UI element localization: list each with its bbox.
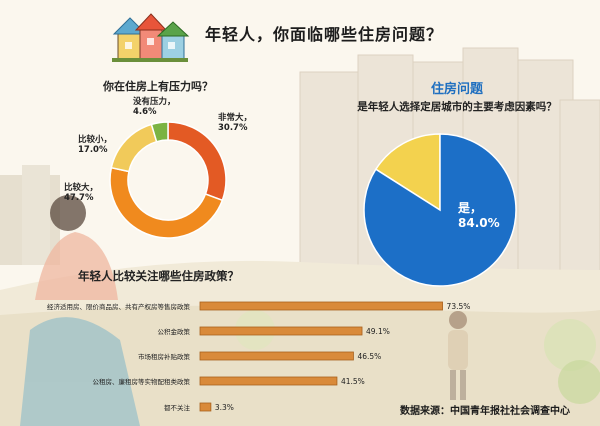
tree-decoration [235, 310, 600, 404]
bar-category-label-2: 公积金政策 [158, 327, 191, 336]
donut-label-2: 比较大， 47.7% [64, 182, 98, 203]
donut-slice-4 [150, 121, 169, 143]
bar-value-label-3: 46.5% [357, 352, 381, 361]
bar-4 [199, 376, 338, 386]
data-source-note: 数据来源：中国青年报社社会调查中心 [400, 406, 570, 417]
donut-label-4: 没有压力， 4.6% [133, 96, 176, 117]
donut-label-1: 非常大， 30.7% [218, 112, 252, 133]
pie-label-yes: 是， 84.0% [457, 201, 500, 230]
bar-2 [199, 326, 363, 336]
person-illustration [20, 195, 140, 426]
donut-label-3: 比较小， 17.0% [78, 134, 112, 155]
standing-figure [448, 311, 468, 400]
bar-value-label-2: 49.1% [366, 327, 390, 336]
bar-value-label-4: 41.5% [341, 377, 365, 386]
bar-3 [199, 351, 354, 361]
bar-category-label-3: 市场租房补贴政策 [138, 352, 191, 361]
bar-value-label-1: 73.5% [447, 302, 471, 311]
page-title: 年轻人，你面临哪些住房问题？ [205, 25, 444, 44]
bar-category-label-4: 公租房、廉租房等实物配租类政策 [93, 377, 191, 386]
pie-chart-subtitle: 是年轻人选择定居城市的主要考虑因素吗？ [357, 101, 557, 113]
housing-factor-pie-chart: 是， 84.0% [363, 133, 517, 287]
policy-bar-chart: 经济适用房、限价商品房、共有产权房等售房政策 73.5% 公积金政策 49.1% 市场租… [47, 301, 471, 412]
donut-chart-title: 你在住房上有压力吗？ [103, 80, 213, 93]
bar-category-label-1: 经济适用房、限价商品房、共有产权房等售房政策 [47, 302, 191, 311]
bar-category-label-5: 都不关注 [164, 403, 191, 412]
houses-icon [112, 13, 190, 62]
bar-value-label-5: 3.3% [215, 403, 234, 412]
pressure-donut-chart [109, 121, 227, 239]
pie-slice-1 [363, 133, 517, 287]
donut-slice-2 [109, 166, 224, 239]
pie-chart-title: 住房问题 [430, 82, 483, 97]
bar-chart-title: 年轻人比较关注哪些住房政策？ [78, 269, 239, 283]
pie-slice-2 [374, 133, 441, 212]
bar-5 [199, 402, 212, 412]
pressure-donut-labels: 非常大， 30.7% 比较大， 47.7% 比较小， 17.0% 没有压力， 4.6% [64, 96, 252, 203]
bar-1 [199, 301, 443, 311]
pie-chart-heading: 住房问题 是年轻人选择定居城市的主要考虑因素吗？ [332, 78, 582, 114]
